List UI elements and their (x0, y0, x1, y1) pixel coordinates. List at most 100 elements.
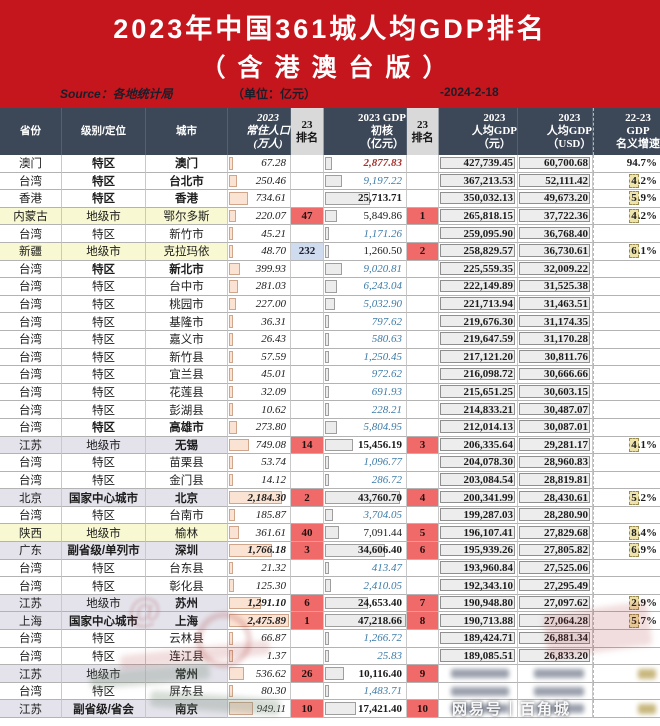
gdp-value: 2,410.05 (363, 579, 403, 592)
gdp-value: 10,116.40 (358, 667, 402, 680)
value-box (519, 314, 590, 328)
cell-pc-cny (439, 682, 518, 701)
cell-pc-cny: 219,647.59 (439, 330, 518, 349)
cell-pc-cny: 189,424.71 (439, 630, 518, 648)
cell-population: 57.59 (228, 348, 291, 367)
pc-cny-value: 217,121.20 (463, 350, 514, 363)
cell-population: 14.12 (228, 471, 291, 490)
growth-value: 6.9% (629, 543, 657, 558)
table-row: 江苏 副省级/省会 南京 949.11 10 17,421.40 10 (0, 700, 660, 718)
gdp-bar (325, 315, 329, 328)
pc-cny-value: 214,833.21 (463, 403, 514, 416)
population-value: 2,475.89 (247, 614, 287, 627)
gdp-bar (325, 596, 369, 610)
cell-pc-cny: 193,960.84 (439, 559, 518, 578)
gdp-value: 5,849.86 (363, 210, 403, 223)
cell-growth (593, 682, 660, 701)
pc-cny-value: 200,341.99 (463, 491, 514, 504)
cell-pc-cny: 265,818.15 (439, 207, 518, 226)
gdp-value: 15,456.19 (358, 438, 402, 451)
cell-pc-usd: 31,463.51 (518, 295, 593, 314)
col-header-9: 22-23 GDP 名义增速 (593, 108, 660, 155)
growth-highlight-box: 6 (629, 543, 639, 558)
value-box (440, 508, 515, 521)
pc-cny-value: 199,287.03 (463, 509, 514, 522)
cell-gdp: 1,266.72 (324, 630, 407, 648)
cell-pop-rank: 14 (291, 436, 324, 455)
cell-gdp: 47,218.66 (324, 612, 407, 631)
cell-province: 台湾 (0, 630, 62, 648)
growth-highlight-box: 2 (629, 596, 639, 611)
table-row: 台湾 特区 高雄市 273.80 5,804.95 212,014.13 30,087.01 (0, 418, 660, 437)
growth-value: 4.2% (629, 173, 657, 188)
cell-city: 苏州 (146, 594, 228, 613)
cell-city: 彭湖县 (146, 401, 228, 419)
population-value: 273.80 (255, 421, 286, 434)
blurred-value (451, 686, 509, 696)
population-bar (229, 438, 249, 452)
population-value: 1,291.10 (247, 597, 287, 610)
cell-gdp-rank (407, 172, 439, 191)
value-box (519, 508, 590, 521)
population-bar (229, 420, 238, 434)
site-watermark: 网易号｜百角城 (452, 701, 572, 718)
cell-pop-rank (291, 155, 324, 173)
table-row: 澳门 特区 澳门 67.28 2,877.83 427,739.45 60,700.68 94… (0, 155, 660, 173)
cell-population: 949.11 (228, 700, 291, 718)
cell-province: 台湾 (0, 295, 62, 314)
col-header-3: 2023 常住人口 (万人) (228, 108, 291, 155)
cell-gdp-rank (407, 190, 439, 208)
cell-population: 2,184.30 (228, 489, 291, 507)
cell-gdp-rank (407, 647, 439, 666)
table-row: 内蒙古 地级市 鄂尔多斯 220.07 47 5,849.86 1 265,818.15 37,… (0, 207, 660, 226)
cell-gdp-rank (407, 278, 439, 296)
cell-city: 南京 (146, 700, 228, 718)
pc-usd-value: 37,722.36 (544, 210, 588, 223)
cell-gdp-rank (407, 630, 439, 648)
cell-city: 台北市 (146, 172, 228, 191)
cell-gdp: 5,032.90 (324, 295, 407, 314)
cell-pc-usd: 28,819.81 (518, 471, 593, 490)
gdp-value: 17,421.40 (358, 702, 402, 715)
value-box (440, 631, 515, 645)
cell-gdp: 286.72 (324, 471, 407, 490)
cell-city: 上海 (146, 612, 228, 631)
value-box (440, 174, 515, 187)
pc-cny-value: 203,084.54 (463, 473, 514, 486)
value-box (440, 561, 515, 574)
cell-population: 67.28 (228, 155, 291, 173)
pc-cny-value: 212,014.13 (463, 421, 514, 434)
cell-gdp: 1,260.50 (324, 242, 407, 261)
gdp-bar (325, 262, 343, 276)
pc-cny-value: 206,335.64 (463, 438, 514, 451)
cell-population: 48.70 (228, 242, 291, 261)
value-box (519, 262, 590, 275)
cell-pc-usd: 27,829.68 (518, 524, 593, 543)
cell-city: 榆林 (146, 524, 228, 543)
cell-growth (593, 383, 660, 402)
cell-pc-usd: 28,960.83 (518, 454, 593, 472)
date-label: -2024-2-18 (440, 85, 499, 99)
population-value: 53.74 (261, 456, 286, 469)
cell-pc-cny: 200,341.99 (439, 489, 518, 507)
gdp-value: 286.72 (371, 473, 402, 486)
cell-province: 台湾 (0, 383, 62, 402)
table-row: 台湾 特区 苗栗县 53.74 1,096.77 204,078.30 28,960.83 (0, 454, 660, 472)
population-value: 185.87 (255, 509, 286, 522)
population-bar (229, 385, 233, 399)
cell-gdp: 10,116.40 (324, 665, 407, 683)
pc-cny-value: 192,343.10 (463, 579, 514, 592)
blurred-value (534, 686, 584, 696)
cell-gdp-rank (407, 401, 439, 419)
cell-pc-cny: 196,107.41 (439, 524, 518, 543)
table-row: 台湾 特区 宜兰县 45.01 972.62 216,098.72 30,666.66 (0, 366, 660, 384)
value-box (440, 438, 515, 451)
banner: 2023年中国361城人均GDP排名 （含港澳台版） Source：各地统计局 … (0, 0, 660, 108)
cell-pc-usd: 27,097.62 (518, 594, 593, 613)
table-row: 江苏 地级市 常州 536.62 26 10,116.40 9 (0, 665, 660, 683)
population-value: 10.62 (261, 403, 286, 416)
population-value: 45.01 (261, 368, 286, 381)
population-bar (229, 297, 237, 311)
cell-growth (593, 665, 660, 683)
value-box (440, 209, 515, 222)
